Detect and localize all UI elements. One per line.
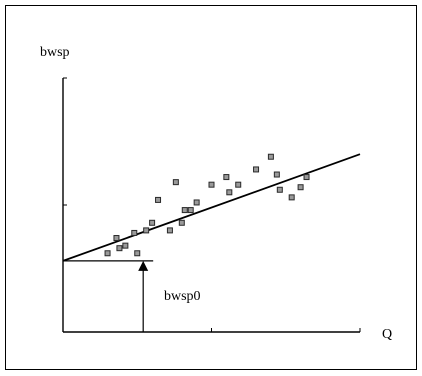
axis-ticks — [62, 77, 361, 333]
data-point — [122, 242, 129, 249]
data-point — [149, 219, 156, 226]
data-point — [178, 219, 185, 226]
data-point — [134, 250, 141, 257]
data-point — [223, 174, 230, 181]
data-point — [276, 186, 283, 193]
intercept-label: bwsp0 — [164, 289, 201, 304]
data-point — [104, 250, 111, 257]
data-point — [143, 227, 150, 234]
intercept-guides — [63, 260, 154, 332]
y-axis-label: bwsp — [40, 45, 70, 60]
data-point — [208, 181, 215, 188]
intercept-arrow-head — [138, 260, 149, 271]
data-point — [155, 196, 162, 203]
data-point — [226, 189, 233, 196]
data-point — [116, 245, 123, 252]
data-point — [288, 194, 295, 201]
data-point — [166, 227, 173, 234]
data-point — [181, 207, 188, 214]
data-point — [303, 174, 310, 181]
data-point — [267, 153, 274, 160]
data-point — [113, 235, 120, 242]
data-point — [172, 179, 179, 186]
data-point — [297, 184, 304, 191]
data-points — [104, 153, 310, 257]
data-point — [187, 207, 194, 214]
x-axis-label: Q — [382, 327, 392, 342]
data-point — [193, 199, 200, 206]
data-point — [235, 181, 242, 188]
data-point — [273, 171, 280, 178]
data-point — [131, 229, 138, 236]
data-point — [253, 166, 260, 173]
regression-line — [62, 153, 361, 262]
